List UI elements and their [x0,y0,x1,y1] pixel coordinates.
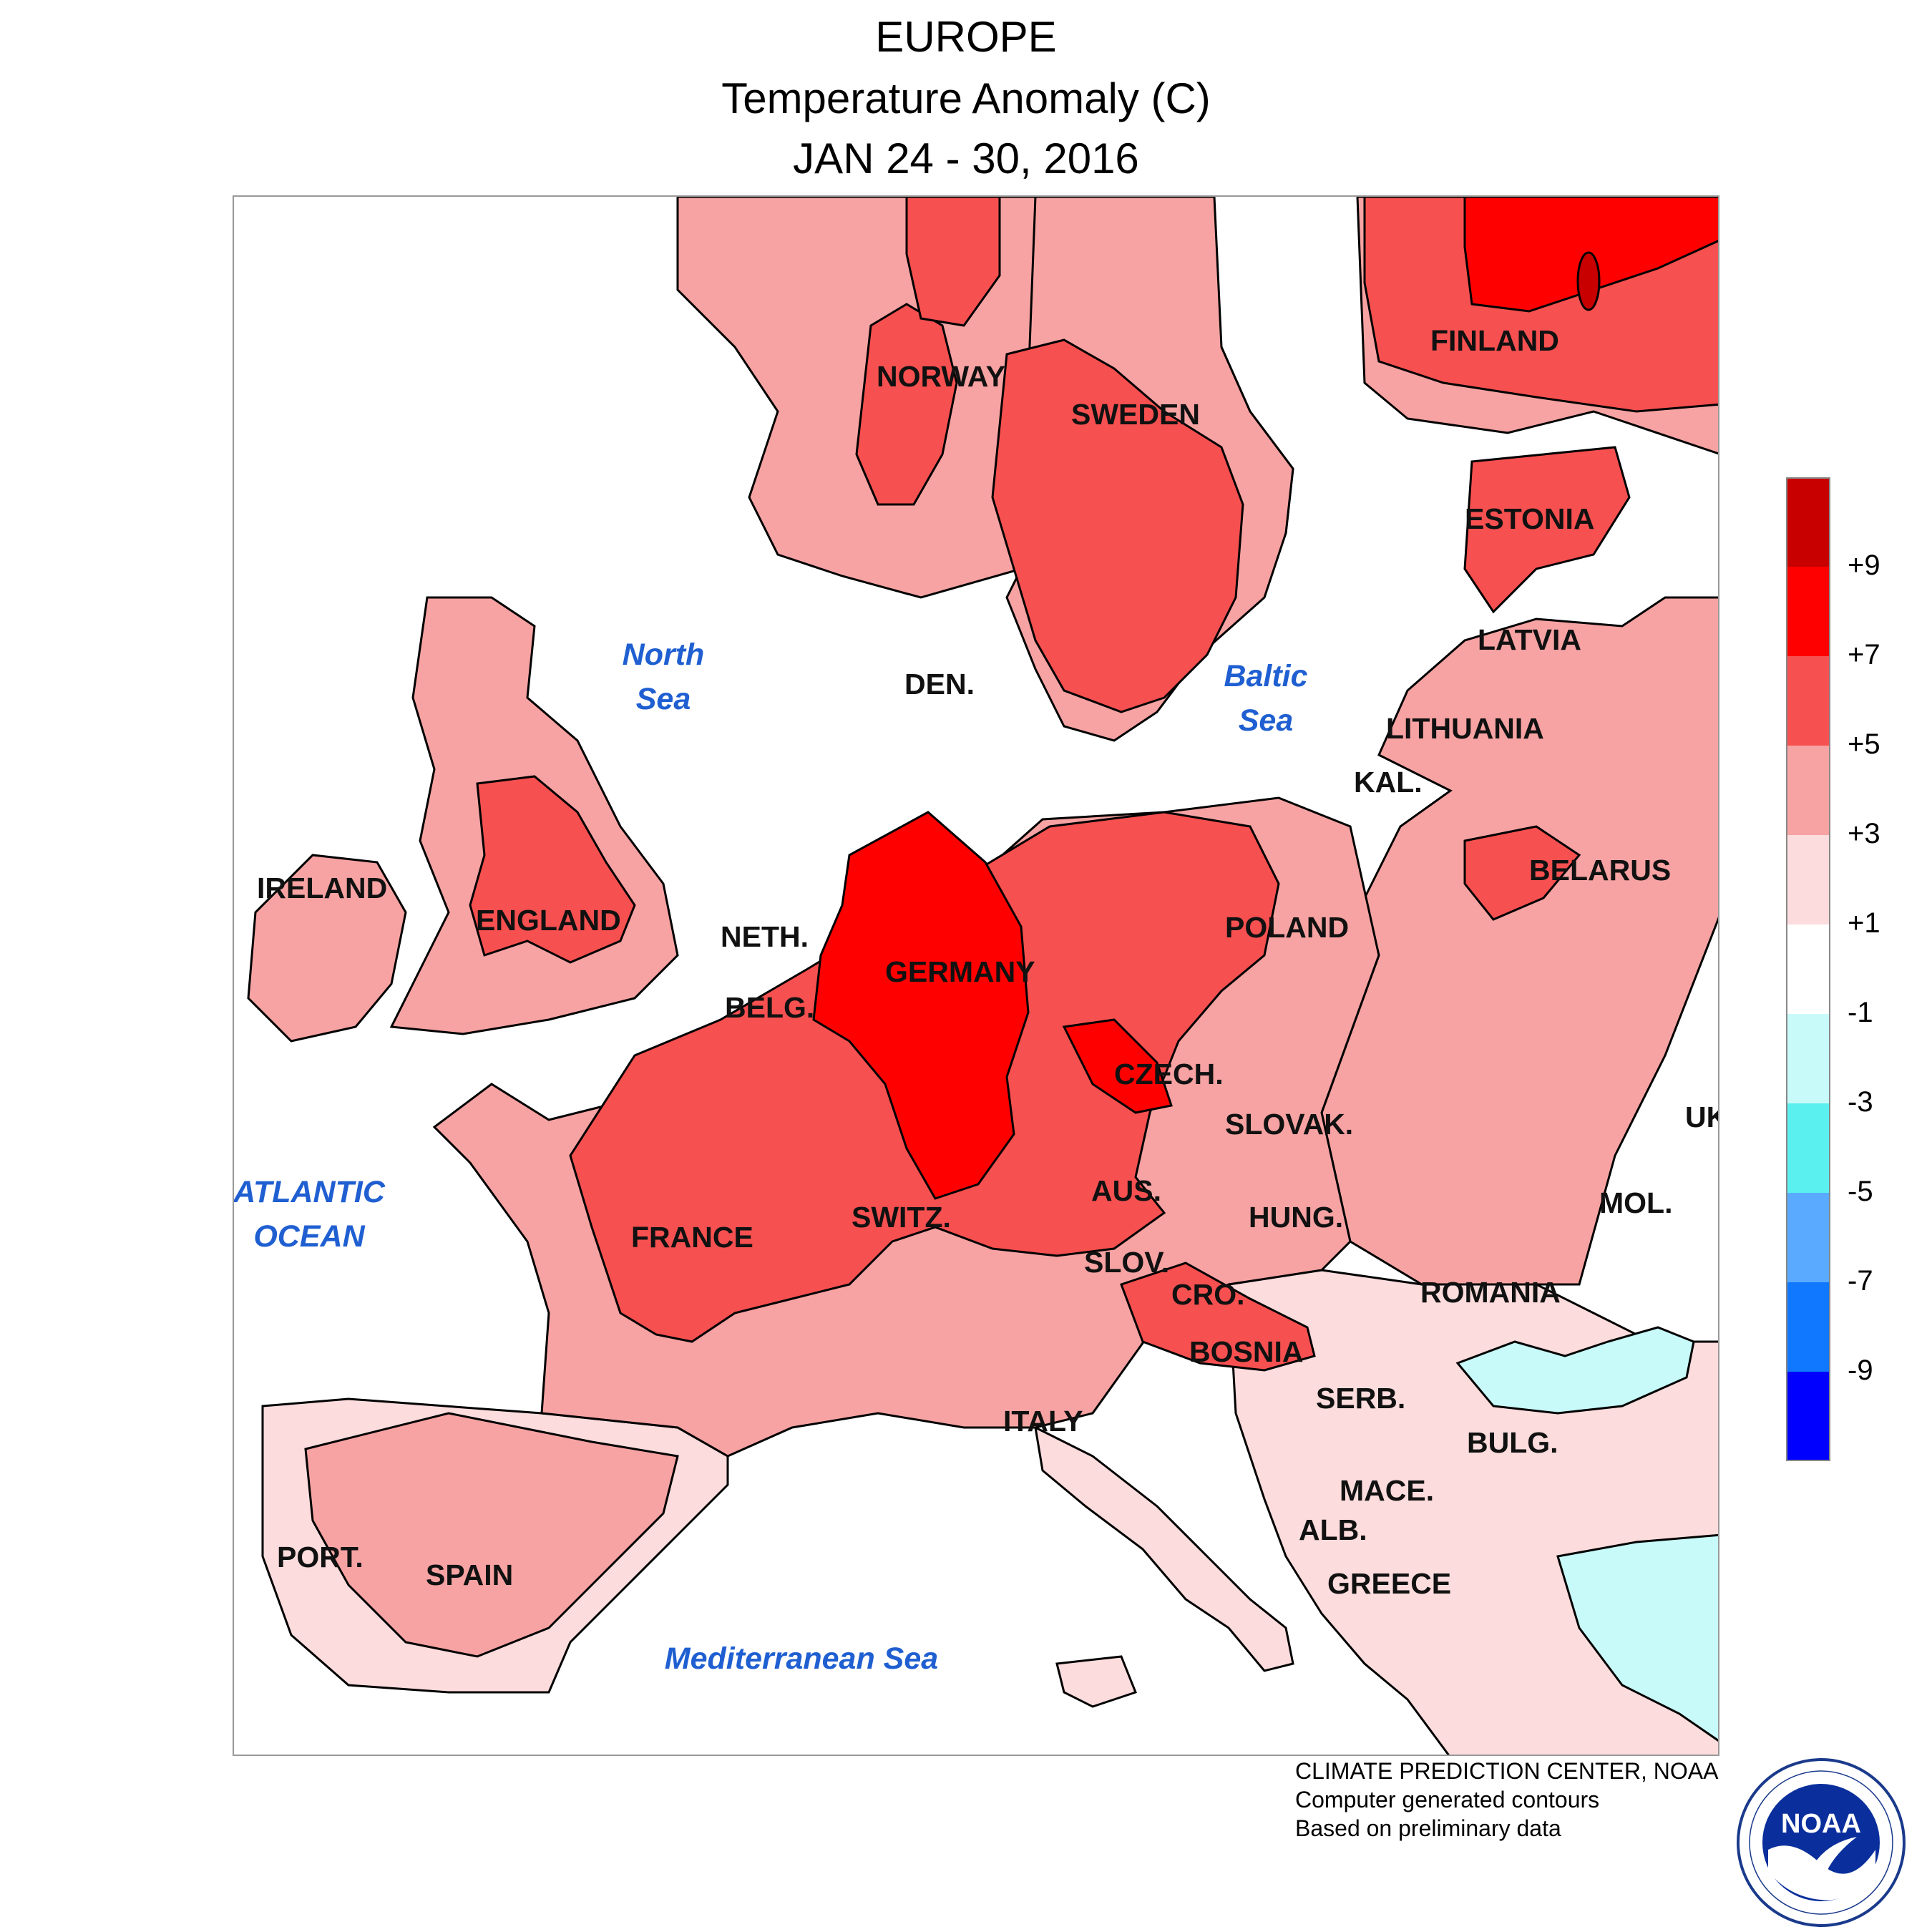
label-bulg: BULG. [1467,1426,1558,1459]
map-subtitle: Temperature Anomaly (C) [721,74,1211,122]
label-cro: CRO. [1171,1278,1245,1311]
label-mol: MOL. [1599,1186,1672,1219]
legend-tick-label: +7 [1848,639,1880,670]
anatolia-cold [1556,1533,1718,1742]
label-atlantic-2: OCEAN [253,1219,365,1254]
map-date-range: JAN 24 - 30, 2016 [793,135,1139,182]
scandinavia-core [991,338,1244,713]
legend-band [1786,746,1830,835]
cold-anomaly [1455,1326,1718,1742]
color-scale-legend [1786,477,1830,1461]
label-lithuania: LITHUANIA [1386,712,1544,745]
germany-hotspot [812,811,1030,1200]
anomaly-map: FINLAND NORWAY SWEDEN ESTONIA LATVIA LIT… [233,195,1719,1756]
legend-band [1786,835,1830,924]
label-bosnia: BOSNIA [1189,1335,1303,1368]
sea-labels: North Sea Baltic Sea ATLANTIC OCEAN Medi… [234,638,1308,1676]
legend-tick-label: +3 [1848,818,1880,849]
legend-tick-label: -1 [1848,997,1873,1028]
legend-tick-label: +9 [1848,550,1880,581]
legend-band [1786,1372,1830,1461]
legend-tick-label: -9 [1848,1355,1873,1386]
label-serb: SERB. [1316,1382,1405,1415]
label-uk: UK [1685,1101,1719,1133]
label-estonia: ESTONIA [1465,502,1595,535]
label-baltic-sea-2: Sea [1239,703,1294,738]
ireland-band [247,854,407,1043]
legend-band [1786,1282,1830,1372]
label-germany: GERMANY [885,955,1035,988]
label-spain: SPAIN [426,1558,513,1591]
label-italy: ITALY [1003,1405,1083,1438]
label-alb: ALB. [1299,1513,1367,1546]
label-mediterranean: Mediterranean Sea [665,1641,938,1676]
label-poland: POLAND [1225,911,1349,944]
legend-band [1786,567,1830,656]
credit-line-2: Computer generated contours [1295,1787,1600,1813]
anomaly-band-7-9 [812,197,1718,1200]
czech-hotspot [1062,1018,1173,1114]
legend-tick-label: -5 [1848,1176,1873,1207]
legend-tick-label: +1 [1848,907,1880,939]
label-kal: KAL. [1354,766,1423,799]
anomaly-band-over-9 [1576,251,1601,311]
legend-band [1786,924,1830,1014]
italy-landmass [1034,1425,1294,1672]
label-aus: AUS. [1091,1174,1161,1207]
legend-band [1786,1014,1830,1103]
label-north-sea-1: North [623,638,705,672]
label-finland: FINLAND [1430,324,1559,357]
label-czech: CZECH. [1114,1058,1224,1091]
legend-tick-label: -7 [1848,1265,1873,1297]
label-sweden: SWEDEN [1071,398,1200,431]
label-slovak: SLOVAK. [1225,1108,1353,1141]
noaa-logo: NOAA [1737,1758,1906,1927]
label-den: DEN. [904,668,975,701]
balkan-core [1120,1262,1316,1372]
label-belarus: BELARUS [1529,854,1671,887]
label-atlantic-1: ATLANTIC [234,1175,386,1209]
label-ireland: IRELAND [257,872,387,904]
label-hung: HUNG. [1249,1201,1343,1234]
label-latvia: LATVIA [1478,623,1581,656]
norway-north [905,197,1001,327]
label-romania: ROMANIA [1420,1276,1561,1309]
logo-text: NOAA [1781,1809,1861,1839]
label-england: ENGLAND [476,904,621,937]
blacksea-cold [1455,1326,1695,1415]
label-france: FRANCE [631,1221,753,1254]
label-mace: MACE. [1340,1474,1434,1507]
legend-band [1786,656,1830,746]
credit-line-1: CLIMATE PREDICTION CENTER, NOAA [1295,1758,1719,1784]
estonia-core [1463,446,1631,614]
label-greece: GREECE [1327,1567,1451,1600]
label-port: PORT. [277,1541,364,1574]
finland-extreme [1576,251,1601,311]
label-baltic-sea-1: Baltic [1224,659,1307,693]
map-canvas: FINLAND NORWAY SWEDEN ESTONIA LATVIA LIT… [234,197,1719,1755]
england-core [469,775,636,964]
label-north-sea-2: Sea [636,682,691,716]
legend-tick-label: +5 [1848,728,1880,760]
legend-tick-label: -3 [1848,1086,1873,1118]
spain-band [304,1412,679,1658]
label-switz: SWITZ. [852,1201,951,1234]
label-norway: NORWAY [877,360,1005,393]
country-labels: FINLAND NORWAY SWEDEN ESTONIA LATVIA LIT… [257,324,1719,1600]
label-belg: BELG. [725,991,814,1024]
map-title: EUROPE [875,13,1057,61]
belarus-core [1463,825,1581,921]
label-slov: SLOV. [1084,1246,1169,1279]
sicily-landmass [1055,1655,1137,1708]
legend-band [1786,1193,1830,1282]
label-neth: NETH. [721,920,809,953]
credit-line-3: Based on preliminary data [1295,1815,1561,1841]
legend-band [1786,1103,1830,1193]
legend-band [1786,477,1830,567]
northeast-band [1320,197,1718,1286]
